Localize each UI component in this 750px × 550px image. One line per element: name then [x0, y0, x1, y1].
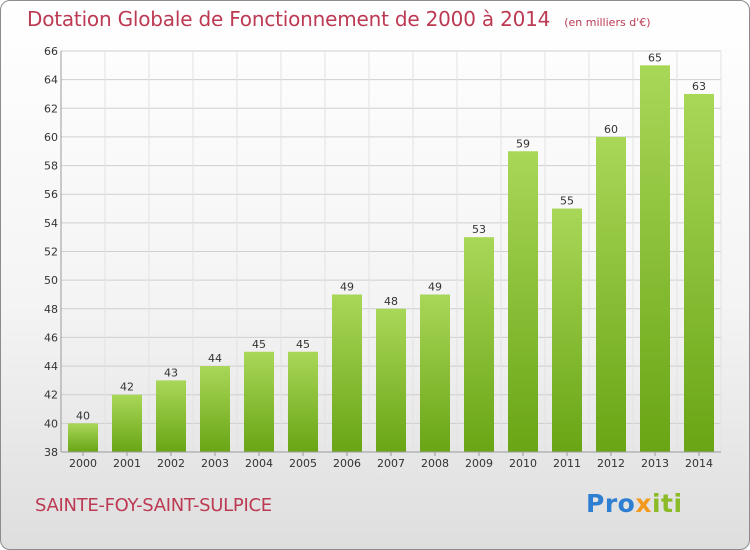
data-label: 49 — [428, 280, 442, 293]
y-tick-label: 48 — [44, 303, 58, 316]
bar — [508, 151, 538, 452]
bar — [464, 237, 494, 452]
proxiti-logo[interactable]: Proxiti — [586, 489, 683, 518]
logo-text-x: x — [635, 489, 652, 518]
x-tick-label: 2004 — [245, 457, 273, 470]
x-tick-label: 2005 — [289, 457, 317, 470]
x-tick-label: 2010 — [509, 457, 537, 470]
bar — [376, 308, 406, 452]
x-tick-label: 2000 — [69, 457, 97, 470]
bar — [112, 394, 142, 452]
bar — [640, 65, 670, 453]
bar — [552, 208, 582, 452]
y-tick-label: 58 — [44, 160, 58, 173]
logo-text-iti: iti — [651, 489, 683, 518]
data-label: 49 — [340, 280, 354, 293]
y-tick-label: 42 — [44, 389, 58, 402]
y-tick-label: 38 — [44, 446, 58, 459]
x-tick-label: 2007 — [377, 457, 405, 470]
data-label: 60 — [604, 123, 618, 136]
data-label: 55 — [560, 195, 574, 208]
y-tick-label: 46 — [44, 331, 58, 344]
x-tick-label: 2006 — [333, 457, 361, 470]
title-row: Dotation Globale de Fonctionnement de 20… — [27, 7, 650, 31]
data-label: 42 — [120, 381, 134, 394]
bar — [200, 366, 230, 452]
bars: 40 42 43 44 45 45 49 48 49 53 59 55 60 65 63 — [68, 51, 714, 453]
x-tick-label: 2012 — [597, 457, 625, 470]
x-tick-label: 2013 — [641, 457, 669, 470]
bar — [68, 423, 98, 452]
logo-text-pro: Pro — [586, 489, 636, 518]
x-tick-label: 2003 — [201, 457, 229, 470]
bar — [244, 351, 274, 452]
bar — [596, 136, 626, 452]
x-tick-label: 2014 — [685, 457, 713, 470]
y-tick-label: 50 — [44, 274, 58, 287]
data-label: 48 — [384, 295, 398, 308]
data-label: 44 — [208, 352, 222, 365]
chart-title: Dotation Globale de Fonctionnement de 20… — [27, 7, 551, 31]
y-tick-label: 62 — [44, 102, 58, 115]
y-axis: 38 40 42 44 46 48 50 52 54 56 58 60 62 64 66 — [44, 45, 62, 459]
x-tick-label: 2001 — [113, 457, 141, 470]
bar — [156, 380, 186, 452]
y-tick-label: 44 — [44, 360, 58, 373]
data-label: 43 — [164, 366, 178, 379]
x-tick-label: 2008 — [421, 457, 449, 470]
data-label: 65 — [648, 51, 662, 64]
y-tick-label: 64 — [44, 74, 58, 87]
data-label: 59 — [516, 137, 530, 150]
data-label: 45 — [296, 338, 310, 351]
x-tick-label: 2002 — [157, 457, 185, 470]
bar — [332, 294, 362, 452]
y-tick-label: 66 — [44, 45, 58, 58]
bar — [684, 93, 714, 452]
y-tick-label: 54 — [44, 217, 58, 230]
data-label: 40 — [76, 409, 90, 422]
data-label: 45 — [252, 338, 266, 351]
bar — [288, 351, 318, 452]
x-axis: 2000 2001 2002 2003 2004 2005 2006 2007 2008 2009… — [61, 451, 721, 470]
chart-subtitle: (en milliers d'€) — [564, 16, 651, 29]
y-tick-label: 40 — [44, 417, 58, 430]
commune-name: SAINTE-FOY-SAINT-SULPICE — [35, 495, 272, 516]
data-label: 53 — [472, 223, 486, 236]
x-tick-label: 2009 — [465, 457, 493, 470]
y-tick-label: 56 — [44, 188, 58, 201]
y-tick-label: 60 — [44, 131, 58, 144]
x-tick-label: 2011 — [553, 457, 581, 470]
y-tick-label: 52 — [44, 246, 58, 259]
data-label: 63 — [692, 80, 706, 93]
bar — [420, 294, 450, 452]
